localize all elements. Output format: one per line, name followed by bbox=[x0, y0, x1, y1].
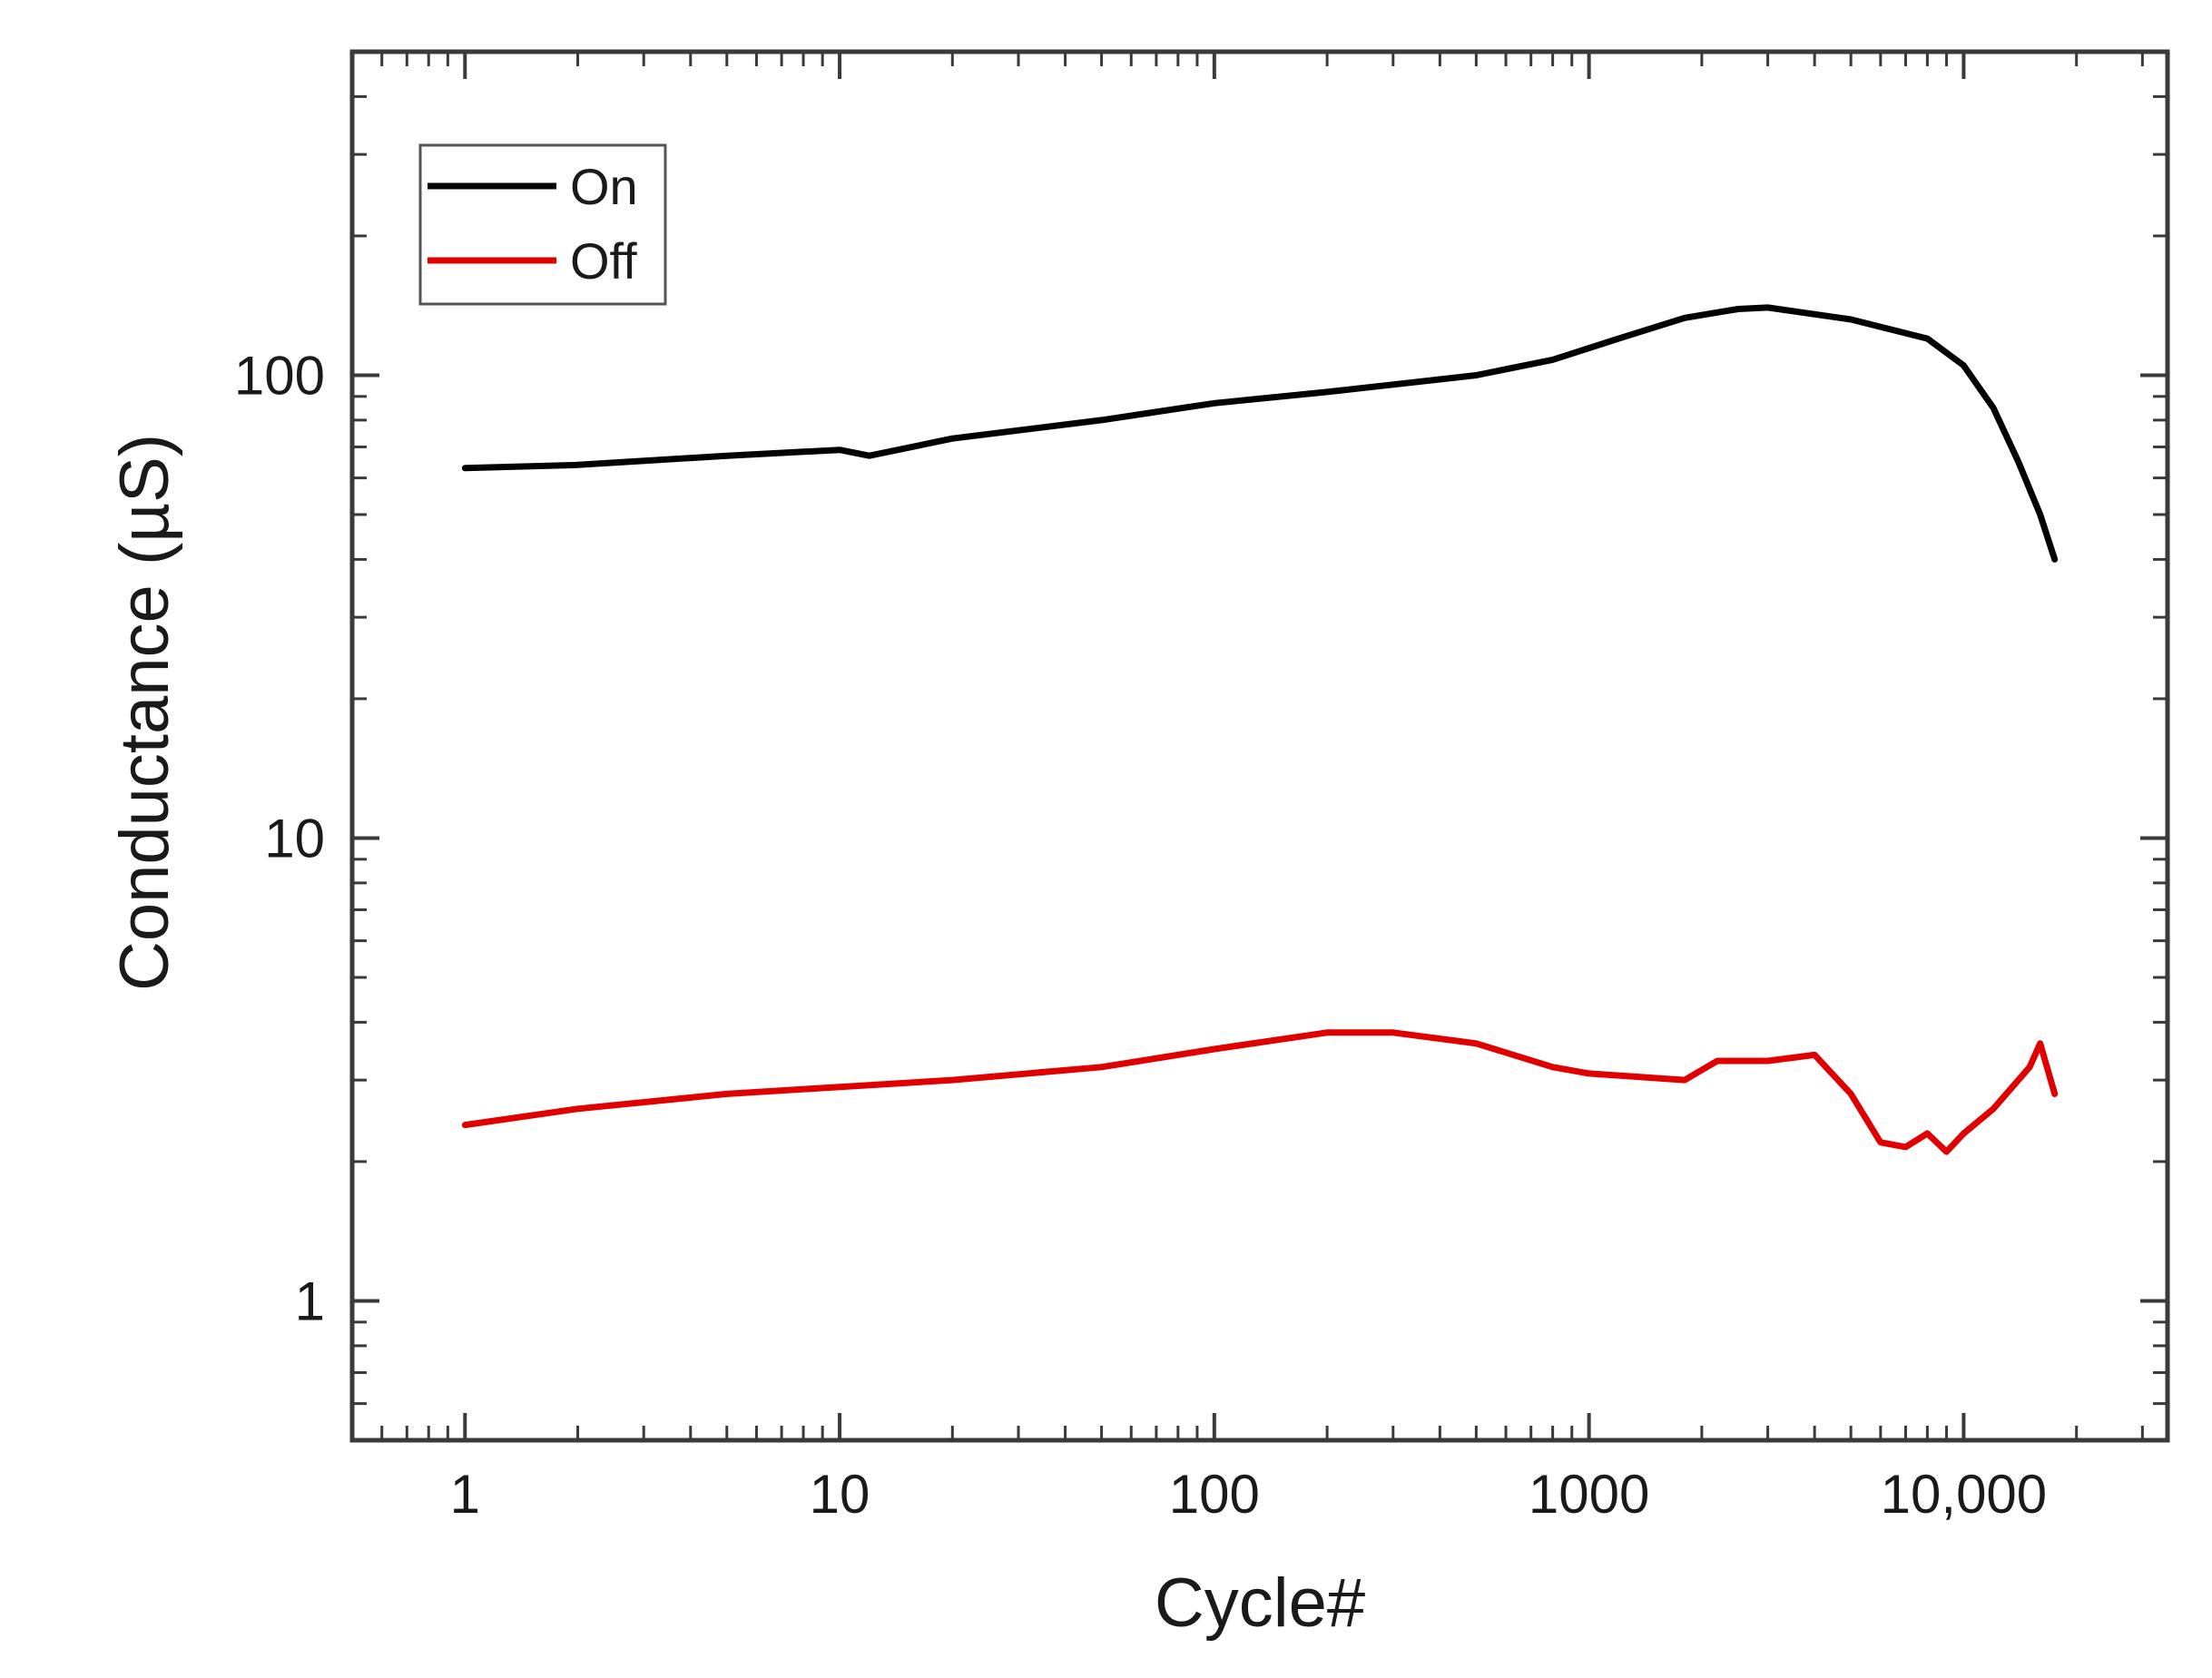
series-line-on bbox=[461, 304, 2059, 563]
y-tick-label: 1 bbox=[295, 1271, 325, 1331]
y-tick-label: 100 bbox=[234, 345, 325, 406]
y-axis-title: Conductance (µS) bbox=[106, 434, 183, 991]
x-tick-label: 1 bbox=[450, 1464, 480, 1525]
legend-label-off: Off bbox=[570, 232, 637, 289]
x-tick-label: 10 bbox=[810, 1464, 870, 1525]
x-tick-label: 10,000 bbox=[1881, 1464, 2048, 1525]
x-tick-label: 1000 bbox=[1529, 1464, 1649, 1525]
legend-box bbox=[418, 143, 667, 306]
series-line-off bbox=[461, 1029, 2059, 1155]
plot-frame bbox=[349, 49, 2170, 1443]
legend-label-on: On bbox=[570, 158, 638, 215]
x-axis-title: Cycle# bbox=[1155, 1565, 1365, 1642]
x-tick-label: 100 bbox=[1169, 1464, 1260, 1525]
y-tick-label: 10 bbox=[264, 808, 325, 868]
